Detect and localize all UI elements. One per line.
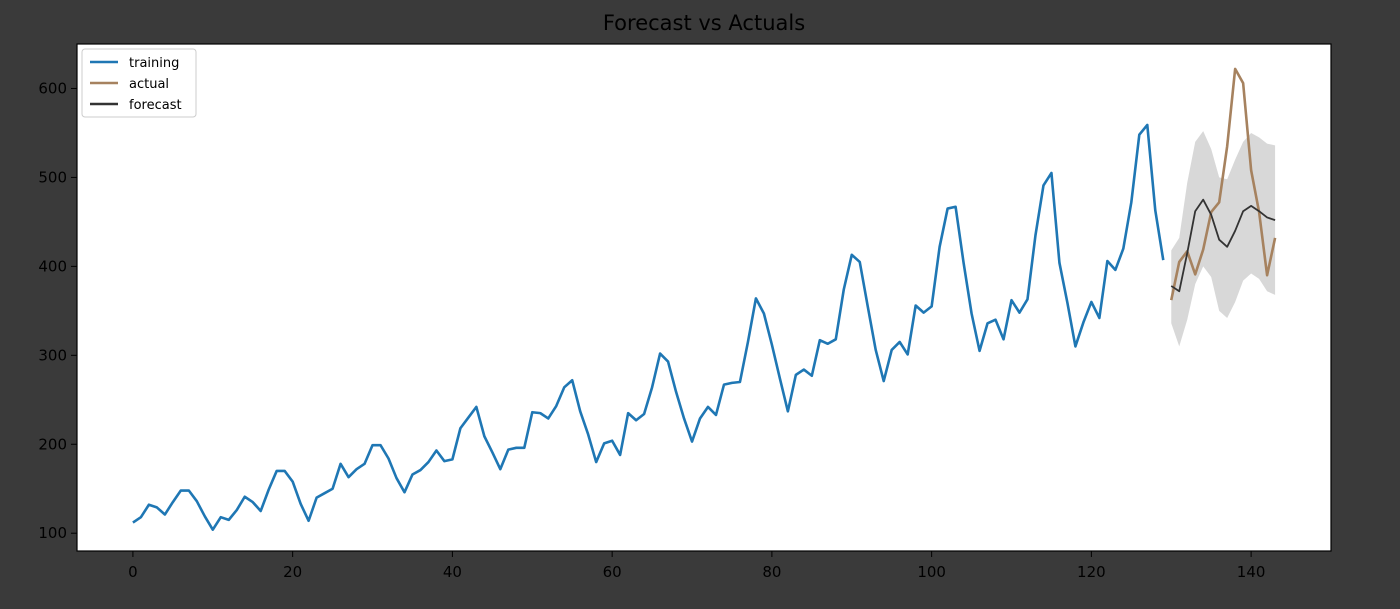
x-tick-label: 60 <box>603 563 622 581</box>
y-tick-label: 600 <box>38 79 67 97</box>
legend: training actual forecast <box>81 48 197 118</box>
series-line-forecast <box>1170 198 1276 293</box>
forecast-confidence-band <box>1171 131 1276 347</box>
x-tick-label: 80 <box>762 563 781 581</box>
y-tick-label: 300 <box>38 346 67 364</box>
x-tick-label: 100 <box>917 563 946 581</box>
plot-frame <box>76 43 1332 552</box>
chart-title: Forecast vs Actuals <box>603 11 805 35</box>
series-line-training <box>132 123 1165 531</box>
legend-label-training: training <box>129 56 179 71</box>
y-tick-label: 100 <box>38 524 67 542</box>
legend-label-forecast: forecast <box>129 98 182 113</box>
legend-box <box>81 48 197 118</box>
y-tick-label: 200 <box>38 435 67 453</box>
x-tick-label: 40 <box>443 563 462 581</box>
x-tick-label: 140 <box>1237 563 1266 581</box>
y-tick-label: 500 <box>38 168 67 186</box>
plot-area <box>77 44 1331 551</box>
x-tick-label: 0 <box>128 563 138 581</box>
x-tick-label: 120 <box>1077 563 1106 581</box>
legend-label-actual: actual <box>129 77 169 92</box>
y-tick-label: 400 <box>38 257 67 275</box>
x-tick-label: 20 <box>283 563 302 581</box>
series-line-actual <box>1169 67 1277 301</box>
